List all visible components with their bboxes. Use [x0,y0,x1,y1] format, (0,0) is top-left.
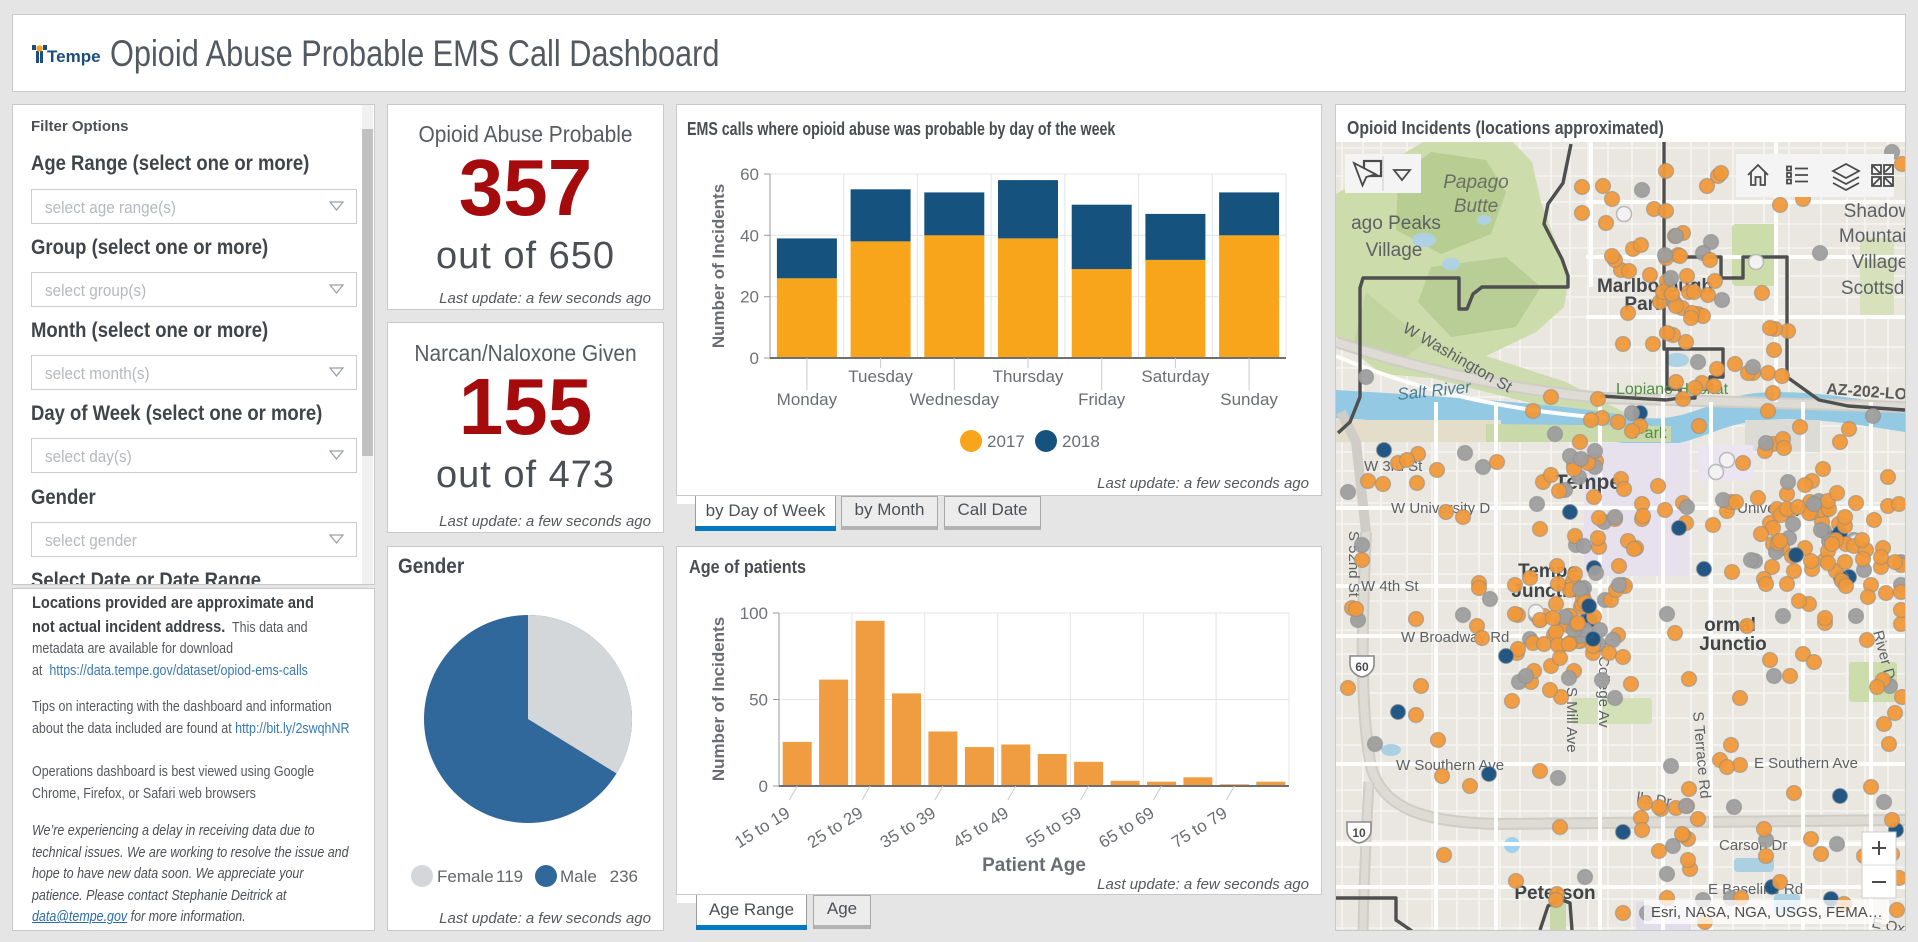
svg-text:35 to 39: 35 to 39 [877,803,939,852]
svg-text:Patient Age: Patient Age [982,855,1086,876]
svg-text:W 4th St: W 4th St [1361,578,1419,595]
svg-text:Scottsdal: Scottsdal [1841,278,1905,299]
svg-text:10: 10 [1352,826,1366,840]
svg-text:40: 40 [740,226,759,245]
svg-text:W Southern Ave: W Southern Ave [1396,757,1504,774]
svg-text:Esri, NASA, NGA, USGS, FEMA…: Esri, NASA, NGA, USGS, FEMA… [1651,904,1883,921]
svg-text:60: 60 [740,165,759,184]
svg-text:Mountain: Mountain [1839,226,1905,247]
svg-text:ago Peaks: ago Peaks [1351,213,1441,234]
svg-text:0: 0 [759,777,768,796]
svg-text:E Southern Ave: E Southern Ave [1754,755,1858,772]
svg-text:15 to 19: 15 to 19 [731,803,793,852]
svg-text:50: 50 [749,691,768,710]
svg-text:45 to 49: 45 to 49 [950,803,1012,852]
svg-text:Monday: Monday [777,390,838,409]
svg-text:W Broadway Rd: W Broadway Rd [1401,629,1509,646]
svg-text:Sunday: Sunday [1220,390,1278,409]
svg-text:Friday: Friday [1078,390,1126,409]
svg-text:S Mill Ave: S Mill Ave [1563,687,1580,753]
svg-text:Village: Village [1852,252,1905,273]
svg-text:Village: Village [1366,240,1423,261]
svg-text:119: 119 [496,867,523,886]
svg-text:Saturday: Saturday [1141,367,1210,386]
svg-text:Junctio: Junctio [1699,634,1767,655]
svg-text:Papago: Papago [1443,172,1509,193]
svg-text:E Baseline Rd: E Baseline Rd [1708,881,1803,898]
svg-text:100: 100 [740,604,768,623]
svg-text:Number of Incidents: Number of Incidents [709,617,728,781]
svg-text:Carson Dr: Carson Dr [1719,837,1787,854]
svg-text:0: 0 [750,349,759,368]
svg-text:2017: 2017 [987,432,1025,451]
svg-text:60: 60 [1355,660,1369,674]
svg-text:2018: 2018 [1062,432,1100,451]
svg-text:Female: Female [437,867,494,886]
svg-text:65 to 69: 65 to 69 [1095,803,1157,852]
svg-text:Wednesday: Wednesday [910,390,1000,409]
svg-text:236: 236 [610,867,638,886]
svg-text:Male: Male [560,867,597,886]
svg-text:Shadow: Shadow [1844,201,1905,222]
svg-text:20: 20 [740,288,759,307]
svg-text:Thursday: Thursday [993,367,1064,386]
svg-text:Number of Incidents: Number of Incidents [709,184,728,348]
svg-text:25 to 29: 25 to 29 [804,803,866,852]
svg-text:Tempe: Tempe [47,47,101,66]
svg-text:75 to 79: 75 to 79 [1168,803,1230,852]
svg-text:Butte: Butte [1454,196,1498,217]
svg-text:55 to 59: 55 to 59 [1023,803,1085,852]
svg-text:Tuesday: Tuesday [848,367,913,386]
